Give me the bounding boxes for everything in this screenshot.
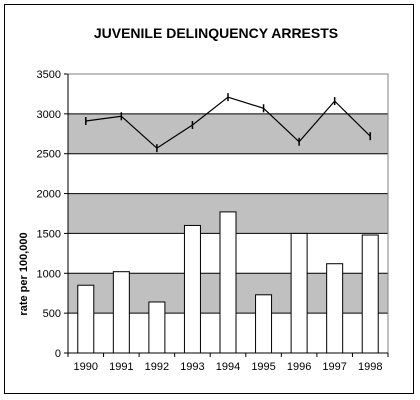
y-tick-label: 1000 xyxy=(37,268,61,280)
x-tick-label: 1990 xyxy=(74,361,98,373)
chart-title: JUVENILE DELINQUENCY ARRESTS xyxy=(94,25,338,41)
x-tick-label: 1993 xyxy=(180,361,204,373)
x-tick-label: 1998 xyxy=(358,361,382,373)
plot-area: 0 500 1000 1500 2000 2500 3000 3500 1990 1991 1992… xyxy=(37,69,389,373)
y-tick-label: 3000 xyxy=(37,109,61,121)
bar xyxy=(112,271,130,354)
x-tick-label: 1994 xyxy=(216,361,240,373)
y-tick-label: 0 xyxy=(55,348,61,360)
bar xyxy=(255,294,273,354)
y-tick-label: 500 xyxy=(43,308,61,320)
bar xyxy=(326,263,344,354)
y-tick-label: 3500 xyxy=(37,69,61,81)
x-tick-label: 1997 xyxy=(322,361,346,373)
bar xyxy=(361,234,379,354)
bar xyxy=(148,301,166,354)
x-tick-label: 1996 xyxy=(287,361,311,373)
bar xyxy=(219,211,237,354)
bar xyxy=(77,284,95,354)
x-tick-label: 1995 xyxy=(251,361,275,373)
bar xyxy=(290,232,308,354)
y-tick-label: 2500 xyxy=(37,149,61,161)
x-tick-label: 1992 xyxy=(145,361,169,373)
plot-band xyxy=(68,113,388,154)
x-tick-label: 1991 xyxy=(109,361,133,373)
y-tick-label: 2000 xyxy=(37,189,61,201)
y-axis-label: rate per 100,000 xyxy=(18,232,30,315)
plot-band xyxy=(68,153,388,194)
bar xyxy=(183,224,201,354)
y-tick-label: 1500 xyxy=(37,228,61,240)
